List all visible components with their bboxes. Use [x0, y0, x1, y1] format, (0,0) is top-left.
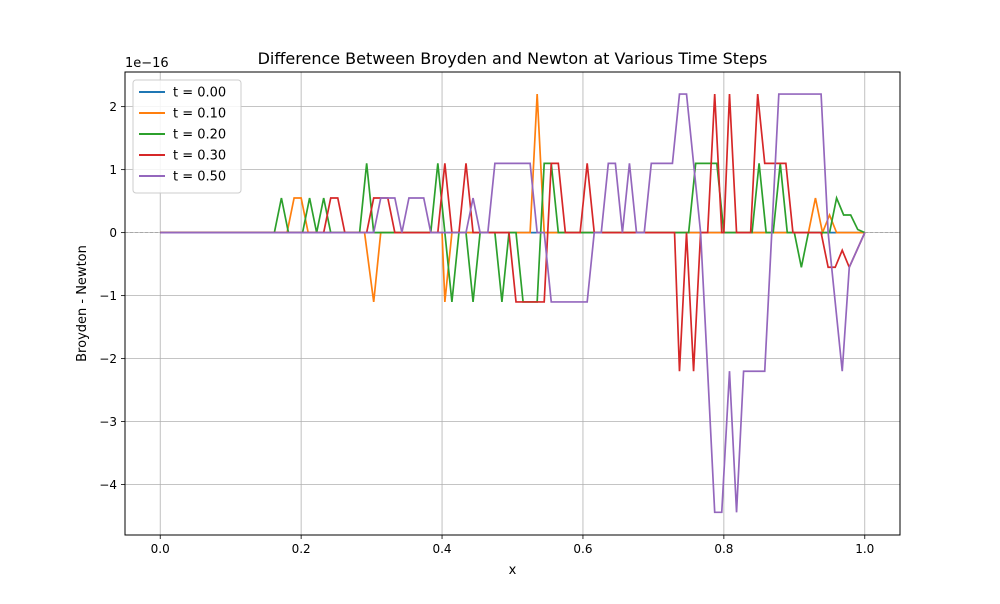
y-axis-offset-label: 1e−16	[125, 56, 169, 71]
x-tick-label: 0.8	[714, 542, 733, 556]
x-tick-label: 0.6	[573, 542, 592, 556]
legend-entry: t = 0.50	[173, 170, 226, 185]
plot-area-background	[125, 72, 900, 535]
legend-entry: t = 0.10	[173, 107, 226, 122]
y-tick-label: −2	[99, 352, 117, 366]
y-tick-label: 1	[109, 163, 117, 177]
y-axis-ticks: −4 −3 −2 −1 0 1 2	[99, 100, 125, 492]
y-tick-label: −4	[99, 478, 117, 492]
y-axis-label: Broyden - Newton	[75, 245, 90, 362]
series-line	[160, 93, 866, 514]
y-tick-label: −1	[99, 289, 117, 303]
y-tick-label: −3	[99, 415, 117, 429]
x-tick-label: 0.4	[432, 542, 451, 556]
legend: t = 0.00 t = 0.10 t = 0.20 t = 0.30 t = 0.50	[132, 79, 242, 194]
series-lines	[160, 93, 866, 514]
plot-area-frame	[124, 71, 901, 536]
x-axis-label: x	[509, 563, 517, 578]
legend-entry: t = 0.20	[173, 128, 226, 143]
legend-entry: t = 0.30	[173, 149, 226, 164]
x-tick-label: 0.0	[151, 542, 170, 556]
legend-entry: t = 0.00	[173, 86, 226, 101]
chart-title: Difference Between Broyden and Newton at…	[258, 49, 768, 68]
x-tick-label: 1.0	[855, 542, 874, 556]
legend-box	[132, 79, 242, 194]
x-axis-ticks: 0.0 0.2 0.4 0.6 0.8 1.0	[151, 535, 874, 556]
y-tick-label: 0	[109, 226, 117, 240]
x-tick-label: 0.2	[292, 542, 311, 556]
y-tick-label: 2	[109, 100, 117, 114]
